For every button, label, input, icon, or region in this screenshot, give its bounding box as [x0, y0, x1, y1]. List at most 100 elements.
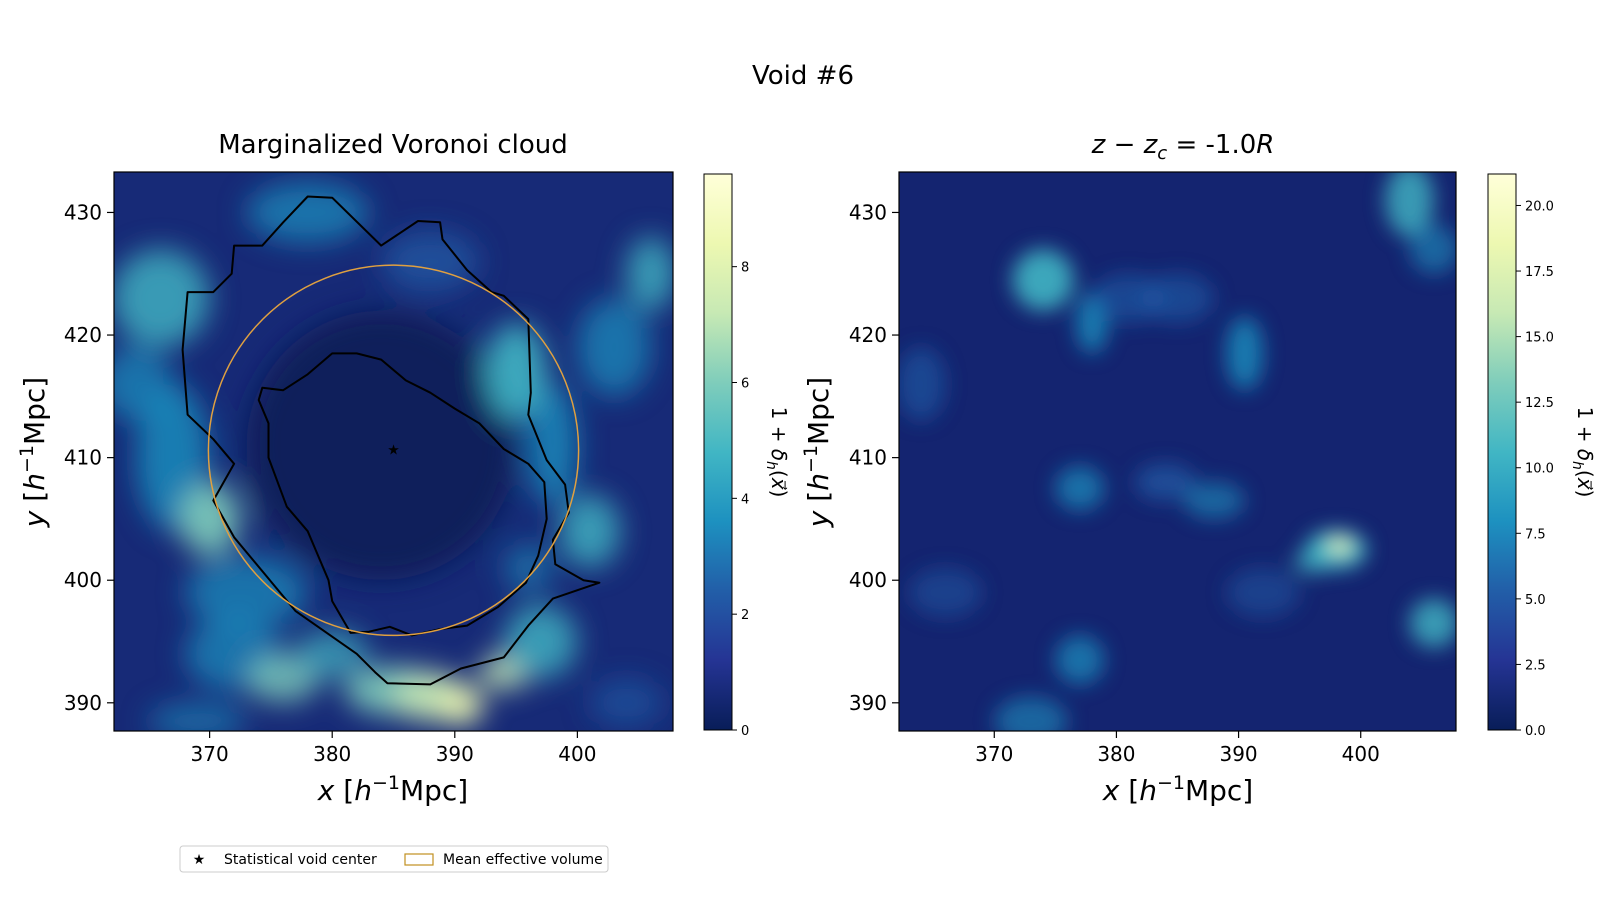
right-colorbar-label: 1 + δh(x⃗): [1569, 407, 1597, 498]
left-y-axis: 390 400 410 420 430: [64, 200, 114, 715]
right-heatmap: [899, 172, 1456, 731]
left-panel: Marginalized Voronoi cloud ★ 370 380 390 40…: [16, 130, 791, 807]
right-colorbar-tick-label: 10.0: [1525, 462, 1554, 477]
mean-effective-volume-circle: [207, 264, 580, 637]
right-colorbar-tick-label: 20.0: [1525, 199, 1554, 214]
right-panel-title: z − zc = -1.0R: [1091, 130, 1275, 164]
right-colorbar-tick-label: 5.0: [1525, 593, 1546, 608]
left-heatmap-density: [114, 181, 673, 731]
right-colorbar-tick-label: 7.5: [1525, 527, 1546, 542]
left-colorbar-tick-label: 8: [741, 261, 749, 276]
left-colorbar-label: 1 + δh(x⃗): [763, 407, 791, 498]
right-density-blob: [908, 567, 983, 617]
left-density-blob: [503, 543, 553, 593]
legend-item-volume-label: Mean effective volume: [443, 852, 603, 868]
right-density-blob: [1055, 466, 1105, 511]
left-density-blob: [114, 249, 210, 348]
right-colorbar: 0.0 2.5 5.0 7.5 10.0 12.5 15.0 17.5 20.0 1 + δh(…: [1487, 173, 1597, 739]
right-density-blob: [1012, 249, 1074, 311]
left-density-blob: [528, 384, 578, 507]
legend-frame: [179, 845, 609, 873]
left-colorbar-tick-label: 0: [741, 724, 749, 739]
right-colorbar-tick-label: 15.0: [1525, 331, 1554, 346]
left-density-blob: [503, 604, 578, 679]
outer-void-contour: [181, 195, 601, 686]
right-xtick-label: 400: [1342, 742, 1380, 766]
left-density-blob: [185, 555, 308, 630]
left-ytick-label: 400: [64, 568, 102, 592]
left-density-blob: [246, 181, 369, 244]
figure-suptitle: Void #6: [752, 61, 854, 91]
right-heatmap-density: [899, 172, 1456, 731]
left-x-axis: 370 380 390 400: [191, 731, 596, 766]
legend: ★ Statistical void center Mean effective…: [179, 845, 609, 873]
right-colorbar-gradient: [1487, 173, 1517, 731]
right-colorbar-ticks: 0.0 2.5 5.0 7.5 10.0 12.5 15.0 17.5 20.0: [1516, 199, 1554, 739]
legend-item-center-label: Statistical void center: [224, 852, 377, 868]
left-density-blob: [246, 310, 517, 581]
left-plot-frame: [113, 171, 674, 732]
right-panel: z − zc = -1.0R 370 380 390 400 390 400 410 420…: [800, 130, 1597, 807]
right-colorbar-tick-label: 17.5: [1525, 265, 1554, 280]
left-colorbar: 0 2 4 6 8 1 + δh(x⃗): [703, 173, 791, 739]
right-density-blob: [994, 696, 1068, 731]
right-ytick-label: 430: [849, 200, 887, 224]
left-density-blob: [589, 678, 664, 728]
right-ytick-label: 390: [849, 691, 887, 715]
left-density-blob: [485, 322, 547, 421]
left-ytick-label: 390: [64, 691, 102, 715]
left-colorbar-ticks: 0 2 4 6 8: [732, 261, 749, 739]
left-colorbar-gradient: [703, 173, 733, 731]
right-density-blob: [1385, 172, 1435, 237]
right-colorbar-tick-label: 0.0: [1525, 724, 1546, 739]
left-density-blob: [148, 702, 247, 731]
left-density-blob: [381, 230, 480, 293]
left-panel-title: Marginalized Voronoi cloud: [218, 130, 568, 160]
left-colorbar-tick-label: 2: [741, 608, 749, 623]
right-density-blob: [1183, 482, 1245, 519]
right-ytick-label: 410: [849, 446, 887, 470]
left-density-blob: [438, 685, 483, 725]
left-density-blob: [558, 494, 621, 568]
left-ytick-label: 420: [64, 323, 102, 347]
right-ytick-label: 420: [849, 323, 887, 347]
right-colorbar-tick-label: 12.5: [1525, 396, 1554, 411]
left-x-axis-label: x [h−1Mpc]: [317, 772, 468, 807]
left-xtick-label: 390: [436, 742, 474, 766]
left-colorbar-tick-label: 6: [741, 377, 749, 392]
left-ytick-label: 410: [64, 446, 102, 470]
legend-rectangle-icon: [404, 853, 434, 866]
right-xtick-label: 390: [1219, 742, 1257, 766]
right-density-blob: [1134, 463, 1196, 501]
left-xtick-label: 400: [558, 742, 596, 766]
inner-void-contour: [257, 352, 548, 637]
right-density-blob: [1293, 549, 1331, 575]
left-density-blob: [295, 629, 369, 679]
right-density-blob: [1055, 635, 1105, 685]
right-density-blob: [899, 347, 946, 421]
right-y-axis-label: y [h−1Mpc]: [800, 377, 835, 528]
right-x-axis-label: x [h−1Mpc]: [1102, 772, 1253, 807]
right-xtick-label: 370: [975, 742, 1013, 766]
left-ytick-label: 430: [64, 200, 102, 224]
statistical-void-center-marker: ★: [387, 442, 400, 458]
right-heatmap-background: [899, 172, 1456, 731]
left-xtick-label: 380: [313, 742, 351, 766]
legend-star-icon: ★: [193, 852, 206, 868]
left-density-blob: [626, 236, 673, 311]
right-density-blob: [1409, 598, 1456, 648]
right-density-blob: [1328, 538, 1351, 554]
left-density-blob: [577, 298, 651, 397]
right-y-axis: 390 400 410 420 430: [849, 200, 899, 715]
right-ytick-label: 400: [849, 568, 887, 592]
right-density-blob: [1226, 316, 1264, 391]
right-density-blob: [1226, 567, 1300, 617]
right-plot-frame: [898, 171, 1457, 732]
right-xtick-label: 380: [1097, 742, 1135, 766]
right-density-blob: [1140, 273, 1215, 323]
left-density-blob: [178, 482, 241, 556]
right-density-blob: [1409, 224, 1456, 274]
right-colorbar-tick-label: 2.5: [1525, 658, 1546, 673]
left-y-axis-label: y [h−1Mpc]: [16, 377, 51, 528]
